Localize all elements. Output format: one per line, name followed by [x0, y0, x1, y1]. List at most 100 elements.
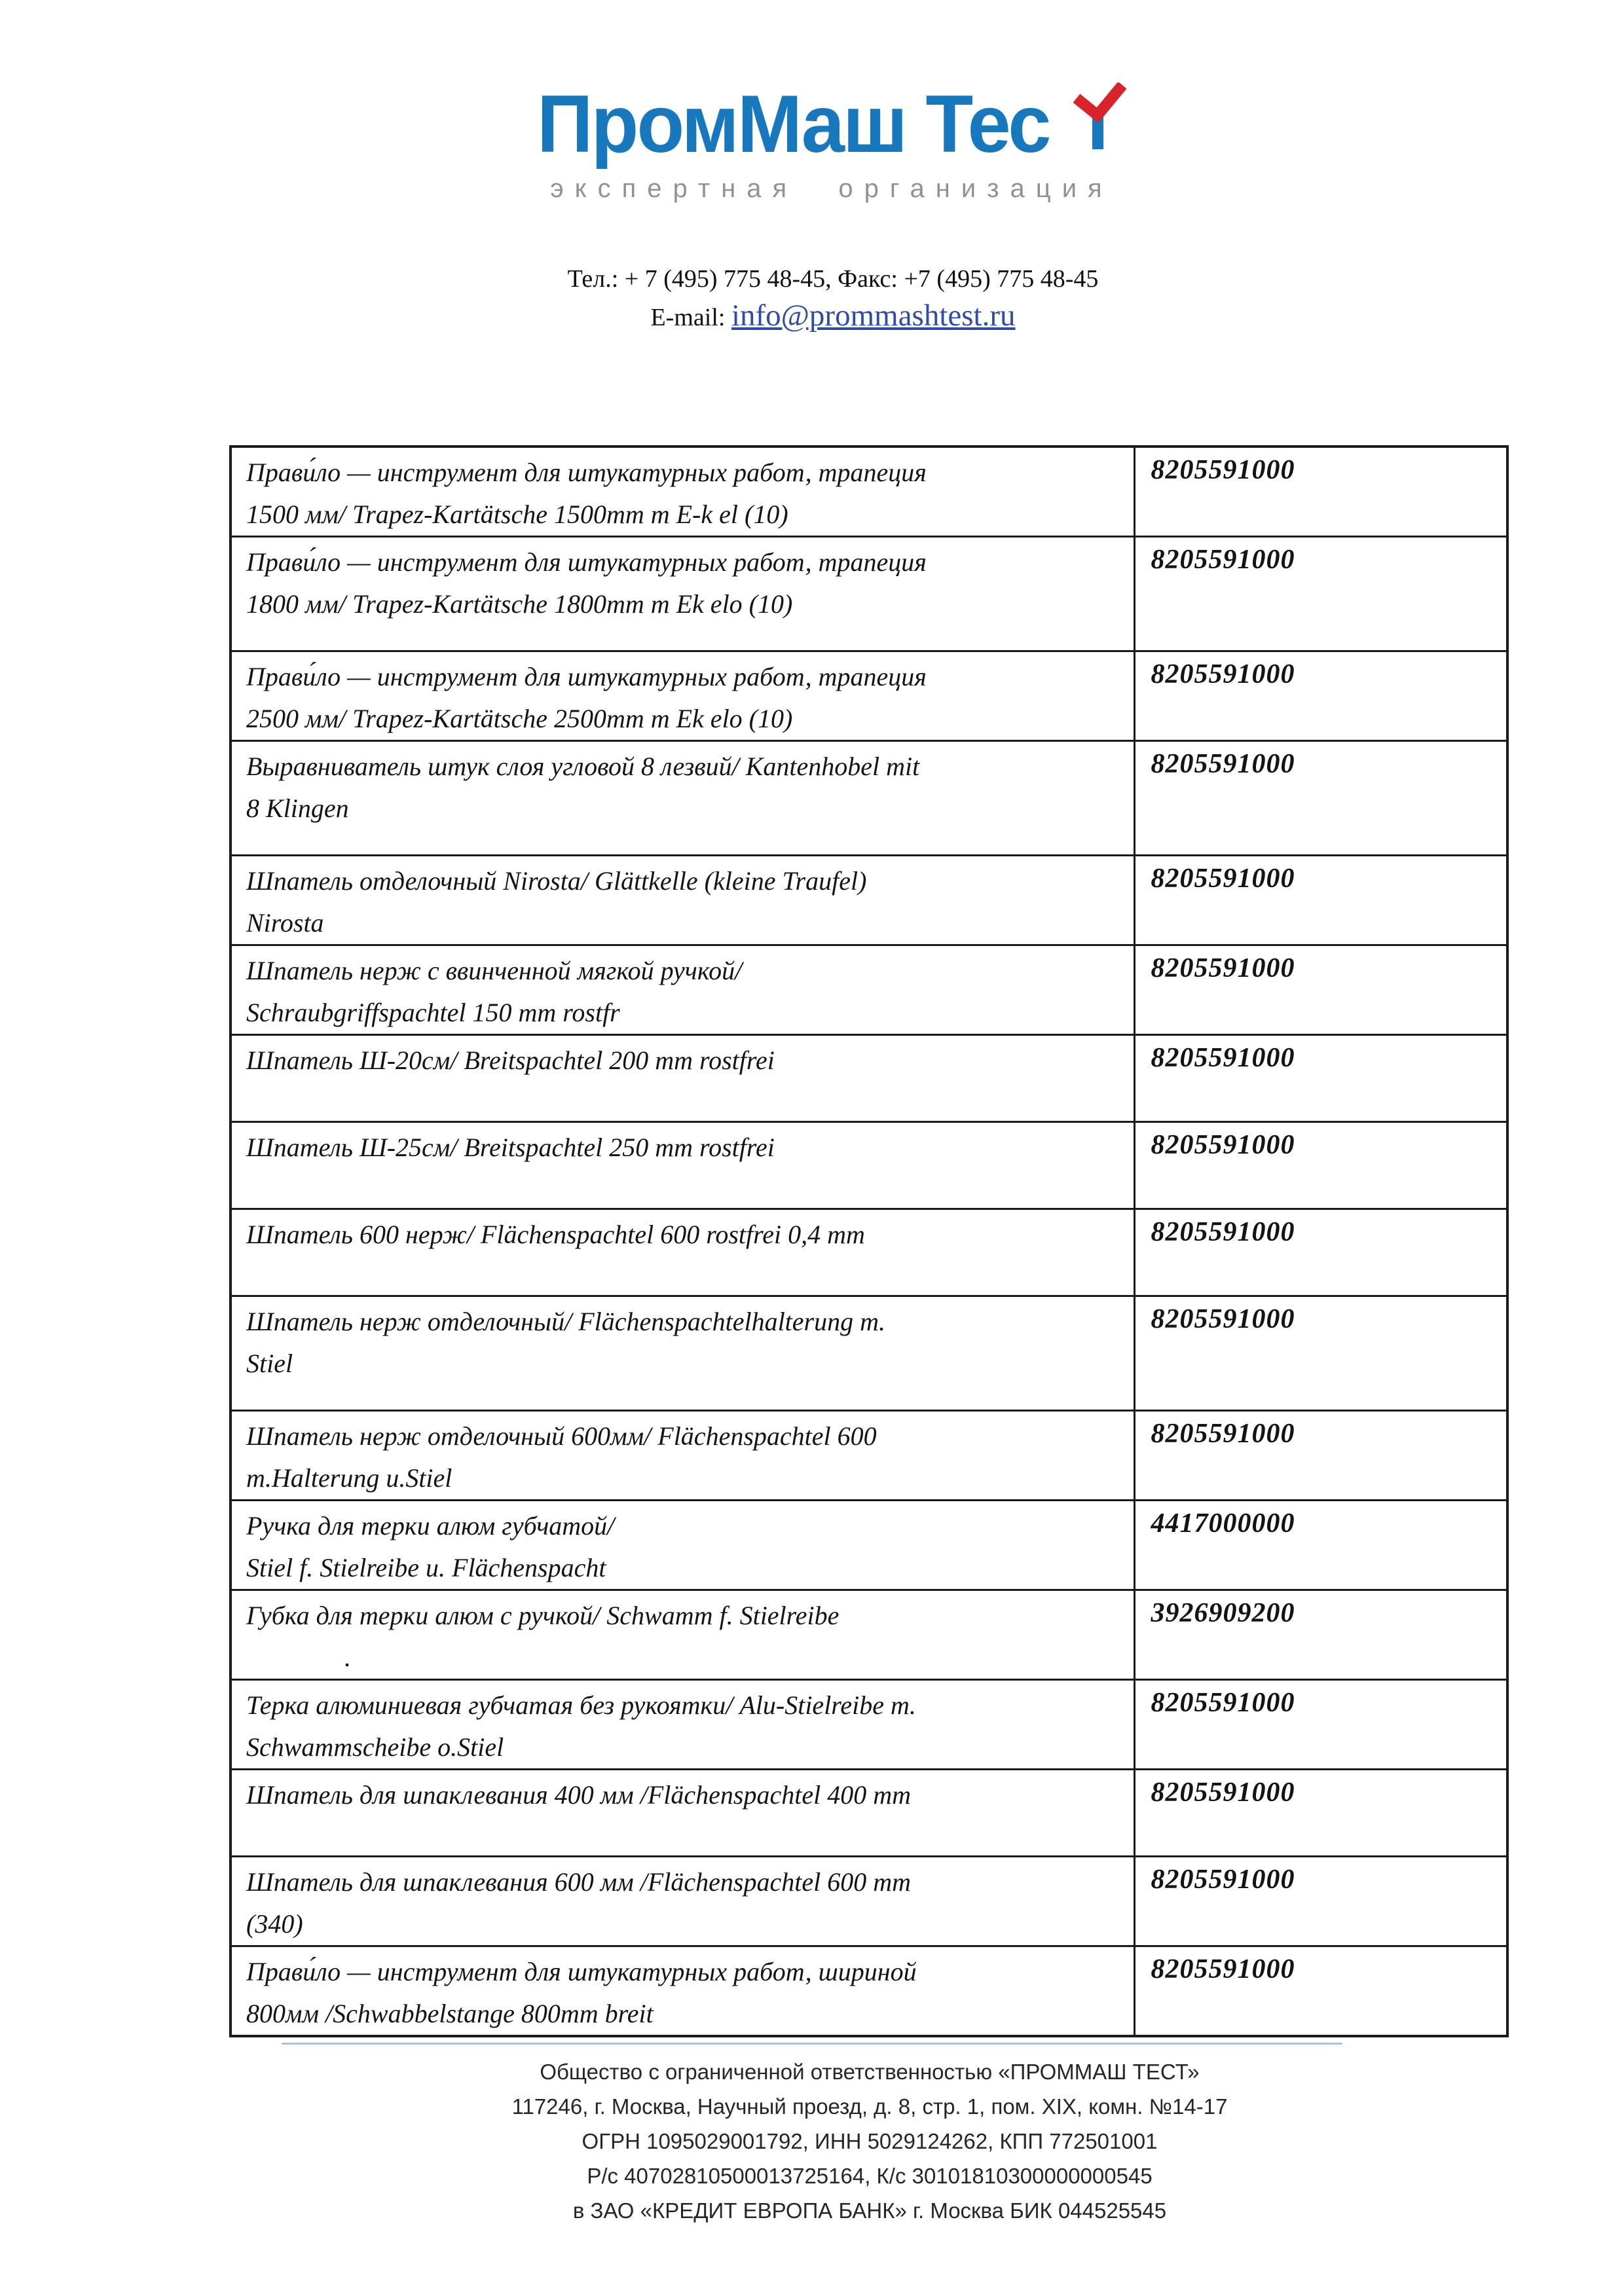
- hs-code-cell: 8205591000: [1133, 1410, 1509, 1501]
- table-row: Шпатель нерж с ввинченной мягкой ручкой/…: [229, 944, 1509, 1036]
- product-description-cell: Прави́ло — инструмент для штукатурных ра…: [229, 445, 1135, 538]
- email-label: E-mail:: [650, 304, 726, 331]
- product-description-cell: Прави́ло — инструмент для штукатурных ра…: [229, 1945, 1135, 2037]
- brand-row: ПромМаш Тес: [537, 82, 1126, 165]
- product-description-line: Ручка для терки алюм губчатой/: [246, 1511, 615, 1540]
- table-row: Шпатель отделочный Nirosta/ Glättkelle (…: [229, 854, 1509, 946]
- hs-code-cell: 8205591000: [1133, 944, 1509, 1036]
- footer-line: Общество с ограниченной ответственностью…: [540, 2060, 1200, 2084]
- product-description-line: .: [344, 1643, 351, 1672]
- product-description-cell: Шпатель нерж отделочный 600мм/ Flächensp…: [229, 1410, 1135, 1501]
- product-description-line: Schwammscheibe o.Stiel: [246, 1732, 504, 1762]
- table-row: Шпатель для шпаклевания 600 мм /Flächens…: [229, 1855, 1509, 1947]
- product-description-cell: Губка для терки алюм с ручкой/ Schwamm f…: [229, 1589, 1135, 1681]
- footer-separator-line: [282, 2043, 1342, 2045]
- email-line: E-mail: info@prommashtest.ru: [21, 296, 1624, 337]
- table-row: Терка алюминиевая губчатая без рукоятки/…: [229, 1679, 1509, 1770]
- checkmark-icon: [1073, 82, 1126, 149]
- product-description-line: Шпатель Ш-20см/ Breitspachtel 200 mm ros…: [246, 1046, 775, 1075]
- product-description-cell: Прави́ло — инструмент для штукатурных ра…: [229, 536, 1135, 652]
- product-description-line: Прави́ло — инструмент для штукатурных ра…: [246, 1957, 917, 1986]
- table-row: Прави́ло — инструмент для штукатурных ра…: [229, 445, 1509, 538]
- table-row: Выравниватель штук слоя угловой 8 лезвий…: [229, 740, 1509, 856]
- company-tagline: экспертная организация: [550, 174, 1113, 203]
- product-description-cell: Прави́ло — инструмент для штукатурных ра…: [229, 650, 1135, 742]
- company-footer: Общество с ограниченной ответственностью…: [58, 2054, 1624, 2228]
- product-description-cell: Шпатель Ш-20см/ Breitspachtel 200 mm ros…: [229, 1034, 1135, 1123]
- table-row: Губка для терки алюм с ручкой/ Schwamm f…: [229, 1589, 1509, 1681]
- product-description-line: (340): [246, 1909, 303, 1939]
- product-description-line: Прави́ло — инструмент для штукатурных ра…: [246, 547, 927, 577]
- product-description-line: Шпатель нерж с ввинченной мягкой ручкой/: [246, 956, 743, 985]
- brand-text: ПромМаш Тес: [537, 79, 1051, 170]
- hs-code-cell: 8205591000: [1133, 740, 1509, 856]
- table-row: Шпатель 600 нерж/ Flächenspachtel 600 ro…: [229, 1208, 1509, 1297]
- table-row: Ручка для терки алюм губчатой/Stiel f. S…: [229, 1499, 1509, 1591]
- footer-line: в ЗАО «КРЕДИТ ЕВРОПА БАНК» г. Москва БИК…: [572, 2198, 1167, 2223]
- product-description-cell: Шпатель нерж с ввинченной мягкой ручкой/…: [229, 944, 1135, 1036]
- product-description-cell: Шпатель нерж отделочный/ Flächenspachtel…: [229, 1295, 1135, 1412]
- product-description-cell: Шпатель для шпаклевания 600 мм /Flächens…: [229, 1855, 1135, 1947]
- hs-code-cell: 8205591000: [1133, 536, 1509, 652]
- contact-block: Тел.: + 7 (495) 775 48-45, Факс: +7 (495…: [21, 262, 1624, 337]
- hs-code-cell: 3926909200: [1133, 1589, 1509, 1681]
- product-description-line: Шпатель для шпаклевания 600 мм /Flächens…: [246, 1867, 911, 1897]
- table-row: Шпатель Ш-20см/ Breitspachtel 200 mm ros…: [229, 1034, 1509, 1123]
- footer-line: Р/с 40702810500013725164, К/с 3010181030…: [587, 2164, 1153, 2188]
- hs-code-cell: 8205591000: [1133, 1121, 1509, 1210]
- product-description-line: 8 Klingen: [246, 793, 349, 823]
- hs-code-cell: 8205591000: [1133, 1034, 1509, 1123]
- product-description-cell: Шпатель Ш-25см/ Breitspachtel 250 mm ros…: [229, 1121, 1135, 1210]
- hs-code-cell: 8205591000: [1133, 1679, 1509, 1770]
- product-description-line: Прави́ло — инструмент для штукатурных ра…: [246, 458, 927, 487]
- product-description-line: Шпатель 600 нерж/ Flächenspachtel 600 ro…: [246, 1220, 865, 1249]
- product-description-cell: Шпатель 600 нерж/ Flächenspachtel 600 ro…: [229, 1208, 1135, 1297]
- table-row: Шпатель нерж отделочный/ Flächenspachtel…: [229, 1295, 1509, 1412]
- product-description-line: 1800 мм/ Trapez-Kartätsche 1800mm m Ek e…: [246, 589, 793, 619]
- product-description-line: Шпатель нерж отделочный/ Flächenspachtel…: [246, 1307, 885, 1336]
- product-description-line: Шпатель Ш-25см/ Breitspachtel 250 mm ros…: [246, 1133, 775, 1162]
- hs-code-cell: 4417000000: [1133, 1499, 1509, 1591]
- product-description-cell: Шпатель отделочный Nirosta/ Glättkelle (…: [229, 854, 1135, 946]
- product-description-line: Терка алюминиевая губчатая без рукоятки/…: [246, 1690, 916, 1720]
- footer-line: 117246, г. Москва, Научный проезд, д. 8,…: [511, 2094, 1228, 2119]
- product-description-cell: Шпатель для шпаклевания 400 мм /Flächens…: [229, 1768, 1135, 1857]
- products-table-body: Прави́ло — инструмент для штукатурных ра…: [229, 445, 1509, 2037]
- product-description-line: Шпатель для шпаклевания 400 мм /Flächens…: [246, 1780, 911, 1810]
- product-description-line: m.Halterung u.Stiel: [246, 1463, 452, 1493]
- product-description-line: Шпатель отделочный Nirosta/ Glättkelle (…: [246, 866, 867, 896]
- product-description-line: Прави́ло — инструмент для штукатурных ра…: [246, 662, 927, 691]
- product-description-line: 2500 мм/ Trapez-Kartätsche 2500mm m Ek e…: [246, 704, 793, 733]
- product-description-line: Stiel f. Stielreibe u. Flächenspacht: [246, 1553, 606, 1582]
- product-description-line: Nirosta: [246, 908, 324, 938]
- company-logo: ПромМаш Тес экспертная организация: [20, 82, 1624, 204]
- product-description-cell: Терка алюминиевая губчатая без рукоятки/…: [229, 1679, 1135, 1770]
- product-description-cell: Ручка для терки алюм губчатой/Stiel f. S…: [229, 1499, 1135, 1591]
- phone-fax-line: Тел.: + 7 (495) 775 48-45, Факс: +7 (495…: [567, 265, 1099, 293]
- hs-code-cell: 8205591000: [1133, 1855, 1509, 1947]
- table-row: Шпатель нерж отделочный 600мм/ Flächensp…: [229, 1410, 1509, 1501]
- table-row: Шпатель Ш-25см/ Breitspachtel 250 mm ros…: [229, 1121, 1509, 1210]
- email-link[interactable]: info@prommashtest.ru: [731, 299, 1016, 333]
- hs-code-cell: 8205591000: [1133, 1295, 1509, 1412]
- footer-line: ОГРН 1095029001792, ИНН 5029124262, КПП …: [581, 2129, 1158, 2153]
- hs-code-cell: 8205591000: [1133, 1208, 1509, 1297]
- table-row: Шпатель для шпаклевания 400 мм /Flächens…: [229, 1768, 1509, 1857]
- hs-code-cell: 8205591000: [1133, 1945, 1509, 2037]
- hs-code-cell: 8205591000: [1133, 854, 1509, 946]
- table-row: Прави́ло — инструмент для штукатурных ра…: [229, 536, 1509, 652]
- table-row: Прави́ло — инструмент для штукатурных ра…: [229, 1945, 1509, 2037]
- products-table: Прави́ло — инструмент для штукатурных ра…: [229, 445, 1509, 2037]
- product-description-line: Stiel: [246, 1349, 293, 1378]
- product-description-line: 1500 мм/ Trapez-Kartätsche 1500mm m E-k …: [246, 500, 788, 529]
- hs-code-cell: 8205591000: [1133, 650, 1509, 742]
- table-row: Прави́ло — инструмент для штукатурных ра…: [229, 650, 1509, 742]
- product-description-cell: Выравниватель штук слоя угловой 8 лезвий…: [229, 740, 1135, 856]
- product-description-line: Губка для терки алюм с ручкой/ Schwamm f…: [246, 1601, 840, 1630]
- hs-code-cell: 8205591000: [1133, 1768, 1509, 1857]
- product-description-line: Выравниватель штук слоя угловой 8 лезвий…: [246, 752, 920, 781]
- product-description-line: Шпатель нерж отделочный 600мм/ Flächensp…: [246, 1421, 877, 1451]
- product-description-line: 800мм /Schwabbelstange 800mm breit: [246, 1999, 654, 2028]
- hs-code-cell: 8205591000: [1133, 445, 1509, 538]
